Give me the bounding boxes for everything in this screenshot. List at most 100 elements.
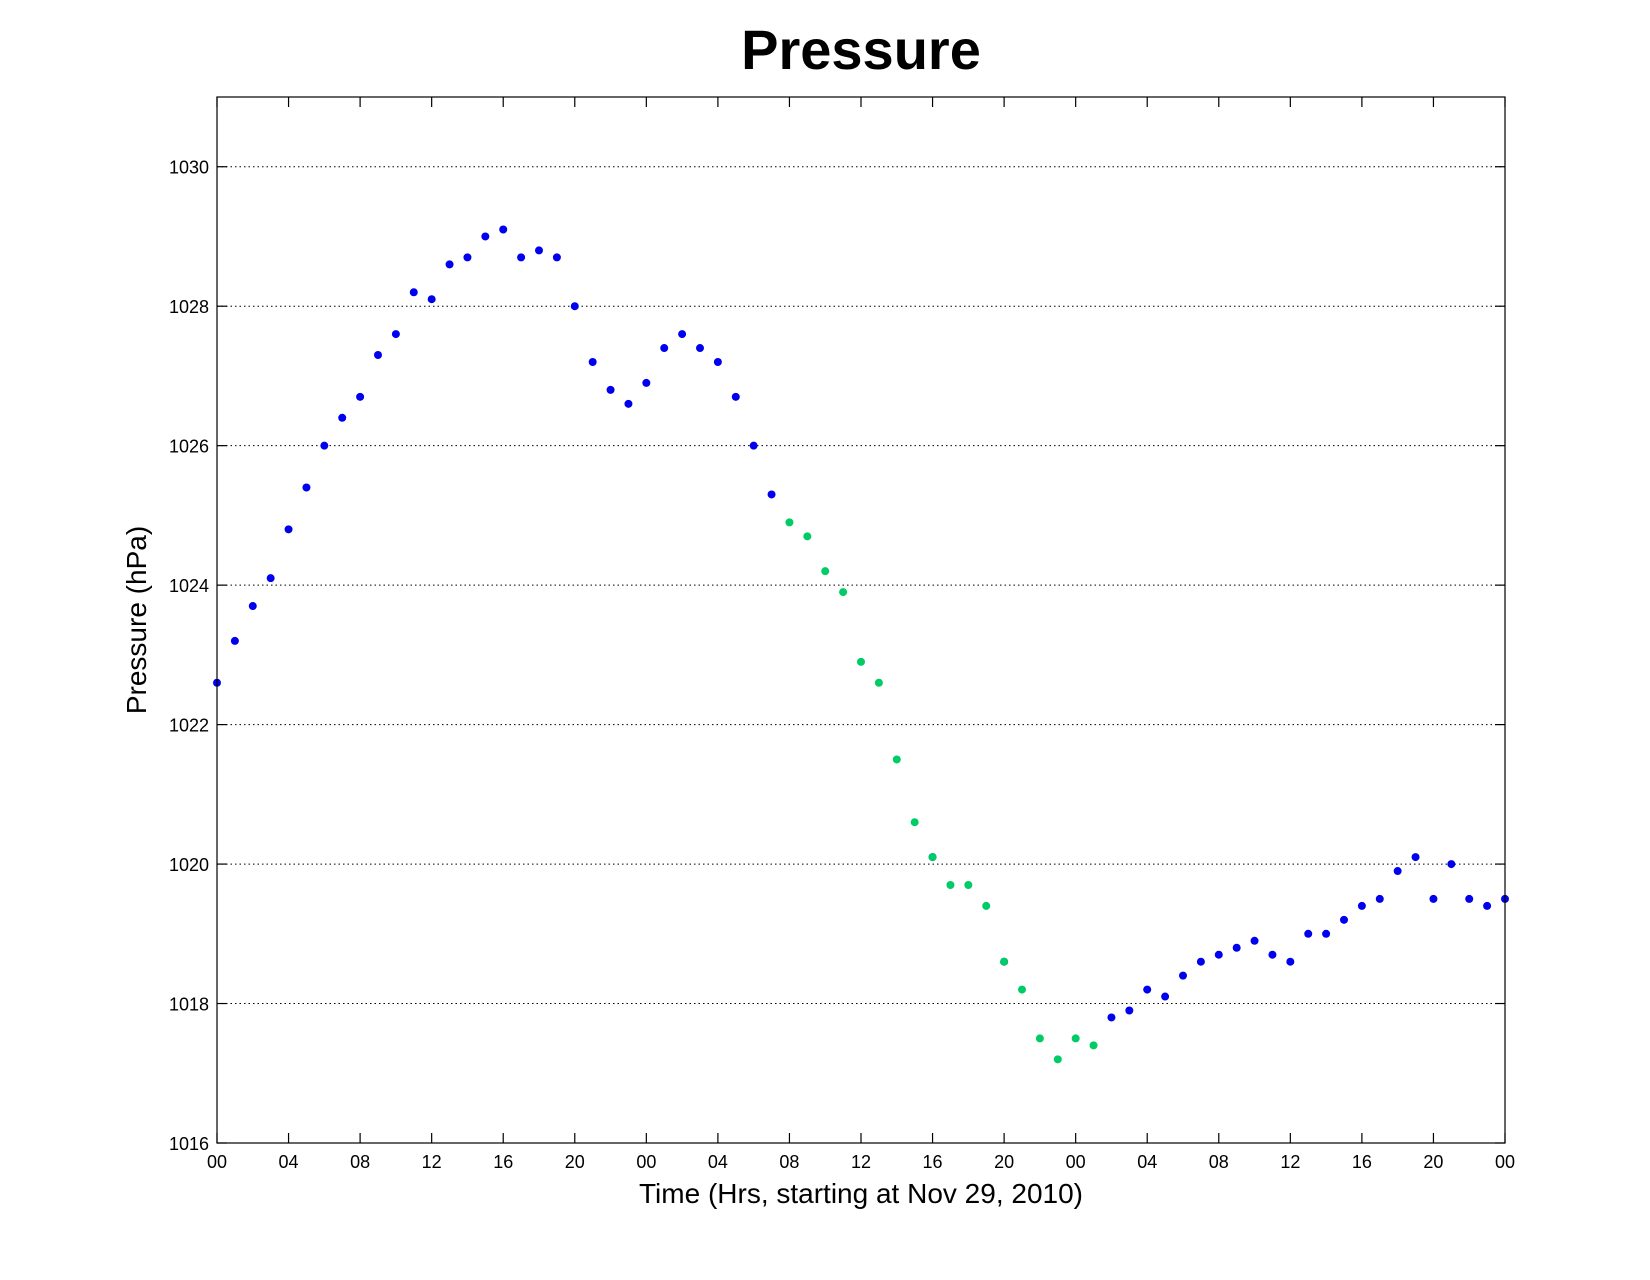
data-point-blue (517, 253, 526, 262)
y-tick-label: 1030 (169, 158, 209, 178)
x-tick-label: 16 (923, 1152, 943, 1172)
x-tick-label: 16 (1352, 1152, 1372, 1172)
data-point-blue (1107, 1013, 1116, 1022)
data-point-blue (1411, 853, 1420, 862)
data-point-blue (731, 392, 740, 401)
x-tick-label: 12 (1280, 1152, 1300, 1172)
data-point-blue (1250, 936, 1259, 945)
y-tick-label: 1020 (169, 855, 209, 875)
data-point-blue (1232, 943, 1241, 952)
x-tick-label: 04 (279, 1152, 299, 1172)
data-point-blue (356, 392, 365, 401)
data-point-blue (1375, 894, 1384, 903)
y-tick-label: 1026 (169, 437, 209, 457)
data-point-green (982, 901, 991, 910)
data-point-blue (499, 225, 508, 234)
data-point-blue (427, 295, 436, 304)
data-point-green (1035, 1034, 1044, 1043)
grid-lines (217, 166, 1505, 1005)
data-point-blue (749, 441, 758, 450)
data-point-blue (409, 288, 418, 297)
data-point-blue (1304, 929, 1313, 938)
data-point-blue (570, 302, 579, 311)
data-point-blue (1196, 957, 1205, 966)
chart-title: Pressure (741, 18, 981, 81)
y-tick-label: 1016 (169, 1134, 209, 1154)
data-point-blue (1447, 860, 1456, 869)
x-tick-label: 00 (1066, 1152, 1086, 1172)
data-point-blue (767, 490, 776, 499)
y-tick-label: 1028 (169, 297, 209, 317)
data-point-green (785, 518, 794, 527)
data-point-green (821, 567, 830, 576)
data-point-blue (1340, 915, 1348, 924)
data-point-green (874, 678, 883, 687)
x-tick-labels: 00 04 08 12 16 20 00 04 08 12 16 20 00 04 08 12 16 20 00 (207, 1152, 1515, 1172)
data-point-blue (374, 351, 382, 360)
y-tick-labels: 1016 1018 1020 1022 1024 1026 1028 1030 (169, 158, 209, 1154)
data-point-blue (481, 232, 490, 241)
data-point-blue (1179, 971, 1187, 980)
x-tick-label: 00 (1495, 1152, 1515, 1172)
data-point-blue (338, 413, 347, 422)
data-point-blue (678, 330, 687, 339)
x-tick-label: 04 (1137, 1152, 1157, 1172)
x-tick-label: 08 (350, 1152, 370, 1172)
x-tick-label: 20 (1423, 1152, 1443, 1172)
x-axis-label: Time (Hrs, starting at Nov 29, 2010) (639, 1178, 1083, 1209)
y-tick-label: 1024 (169, 576, 209, 596)
data-point-blue (248, 602, 257, 611)
data-point-blue (624, 399, 633, 408)
data-point-blue (696, 344, 704, 353)
data-point-blue (1214, 950, 1223, 959)
data-point-blue (713, 357, 722, 366)
data-point-blue (302, 483, 311, 492)
x-tick-label: 08 (779, 1152, 799, 1172)
data-point-green (892, 755, 901, 764)
data-point-blue (1286, 957, 1295, 966)
y-tick-label: 1018 (169, 995, 209, 1015)
data-point-blue (606, 385, 615, 394)
data-point-blue (552, 253, 561, 262)
data-point-blue (1161, 992, 1170, 1001)
data-point-blue (320, 441, 329, 450)
x-tick-label: 16 (493, 1152, 513, 1172)
data-point-green (1053, 1055, 1062, 1064)
data-point-green (964, 880, 973, 889)
data-point-blue (642, 378, 651, 387)
data-point-blue (1125, 1006, 1134, 1015)
data-point-blue (1429, 894, 1438, 903)
x-tick-label: 12 (851, 1152, 871, 1172)
data-points (213, 225, 1509, 1064)
data-point-green (803, 532, 812, 541)
data-point-green (1018, 985, 1026, 994)
x-tick-label: 20 (994, 1152, 1014, 1172)
x-tick-label: 00 (636, 1152, 656, 1172)
data-point-blue (445, 260, 454, 269)
x-tick-label: 08 (1209, 1152, 1229, 1172)
data-point-green (910, 818, 919, 827)
data-point-blue (1465, 894, 1474, 903)
data-point-blue (660, 344, 669, 353)
x-tick-label: 20 (565, 1152, 585, 1172)
data-point-blue (1143, 985, 1152, 994)
data-point-blue (588, 357, 597, 366)
data-point-blue (1357, 901, 1366, 910)
x-tick-label: 00 (207, 1152, 227, 1172)
data-point-blue (463, 253, 472, 262)
y-axis-label: Pressure (hPa) (121, 526, 152, 714)
data-point-green (857, 657, 865, 666)
data-point-blue (1483, 901, 1492, 910)
axis-ticks (216, 97, 1506, 1144)
data-point-green (839, 588, 848, 597)
data-point-green (1000, 957, 1009, 966)
data-point-blue (1393, 867, 1402, 876)
data-point-blue (266, 574, 275, 583)
data-point-green (1071, 1034, 1080, 1043)
data-point-blue (1268, 950, 1277, 959)
x-tick-label: 04 (708, 1152, 728, 1172)
data-point-green (1089, 1041, 1098, 1050)
